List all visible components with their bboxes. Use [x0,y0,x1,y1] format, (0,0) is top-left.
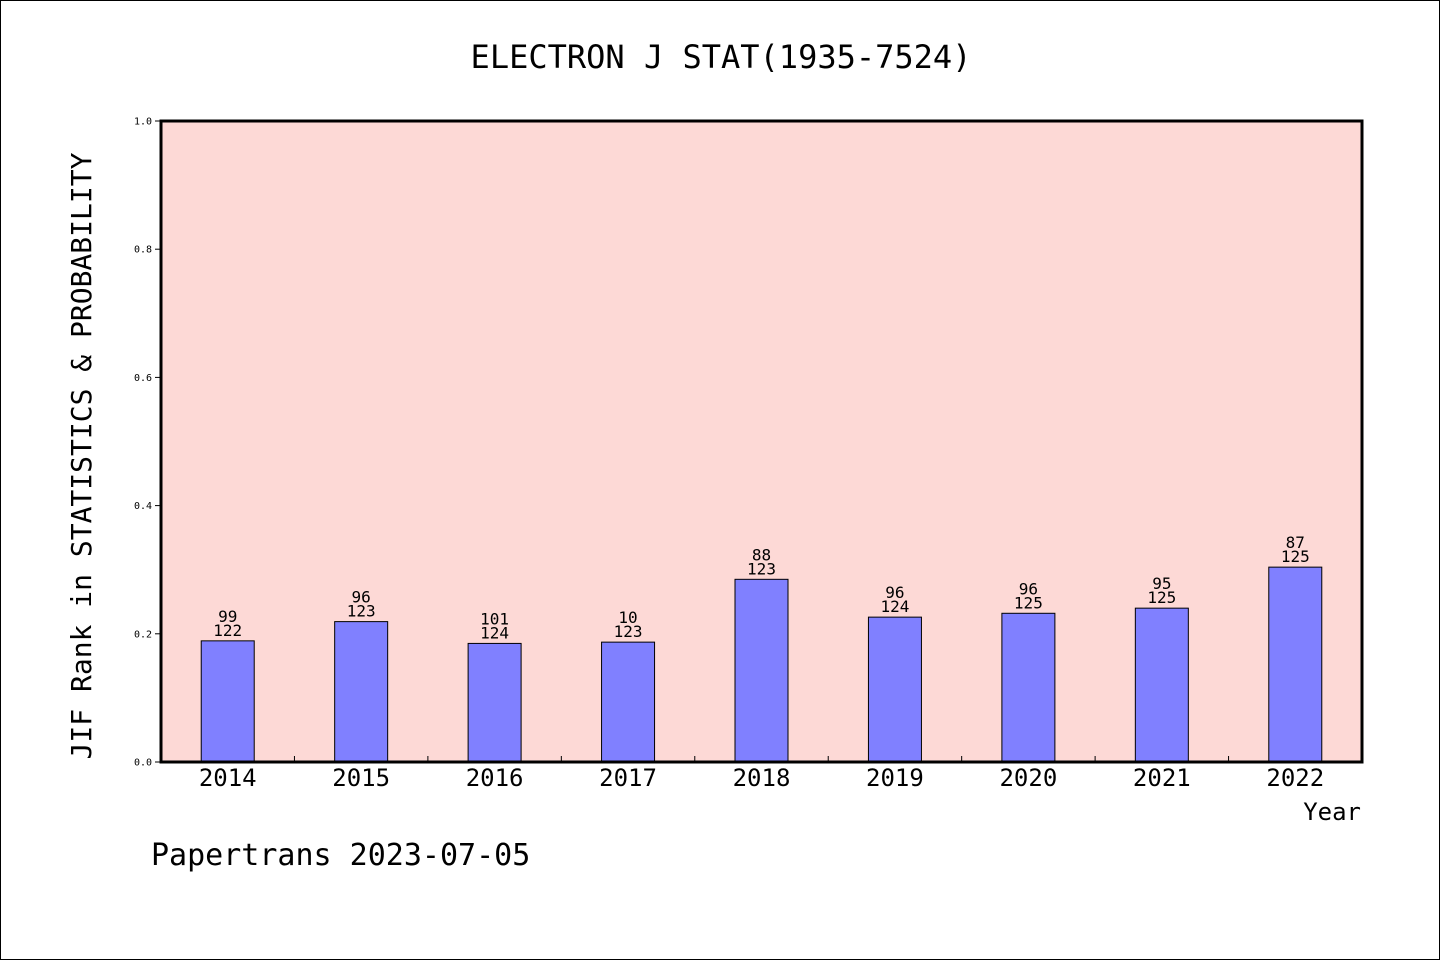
x-tick-label: 2015 [332,764,390,792]
bar [734,578,789,763]
chart-title: ELECTRON J STAT(1935-7524) [471,38,972,76]
y-axis: 0.0 0.2 0.4 0.6 0.8 1.0 [134,117,161,769]
bar [467,642,522,763]
x-tick-label: 2018 [733,764,791,792]
bar-total-label: 122 [213,621,242,640]
bar-total-label: 124 [480,623,509,642]
bar-rank-label: 10 [618,608,637,627]
x-tick-label: 2016 [466,764,524,792]
bar [867,616,922,763]
x-tick-label: 2022 [1266,764,1324,792]
bar-rank-label: 88 [752,545,771,564]
bar [200,640,255,763]
bar [601,641,656,763]
y-tick-label: 0.8 [134,245,152,256]
bar-total-label: 125 [1147,588,1176,607]
x-tick-label: 2019 [866,764,924,792]
y-tick-label: 0.6 [134,373,152,384]
bar-rank-label: 96 [1019,579,1038,598]
bar-total-label: 125 [1014,593,1043,612]
bar-total-label: 124 [880,597,909,616]
y-axis-label: JIF Rank in STATISTICS & PROBABILITY [65,152,98,759]
y-tick-label: 1.0 [134,117,152,128]
bar-total-label: 123 [614,622,643,641]
y-tick-label: 0.2 [134,629,152,640]
bar [1134,607,1189,763]
y-tick-label: 0.0 [134,758,152,769]
bar-rank-label: 96 [885,583,904,602]
bar [1001,612,1056,763]
bar-total-label: 123 [347,602,376,621]
x-axis-label: Year [1303,798,1361,826]
bar-total-label: 125 [1281,547,1310,566]
x-tick-label: 2020 [999,764,1057,792]
bar [1268,566,1323,763]
footer-watermark: Papertrans 2023-07-05 [151,838,530,873]
bar-rank-label: 101 [480,609,509,628]
x-axis: 2014 2015 2016 2017 2018 2019 2020 2021 2022 [199,756,1324,792]
bar-total-label: 123 [747,559,776,578]
bar [334,621,389,763]
bar-rank-label: 96 [352,588,371,607]
bar-rank-label: 87 [1286,533,1305,552]
bar-rank-label: 99 [218,607,237,626]
x-tick-label: 2017 [599,764,657,792]
x-tick-label: 2021 [1133,764,1191,792]
bar-rank-label: 95 [1152,574,1171,593]
x-tick-label: 2014 [199,764,257,792]
plot-border [159,119,1364,764]
y-tick-label: 0.4 [134,501,152,512]
